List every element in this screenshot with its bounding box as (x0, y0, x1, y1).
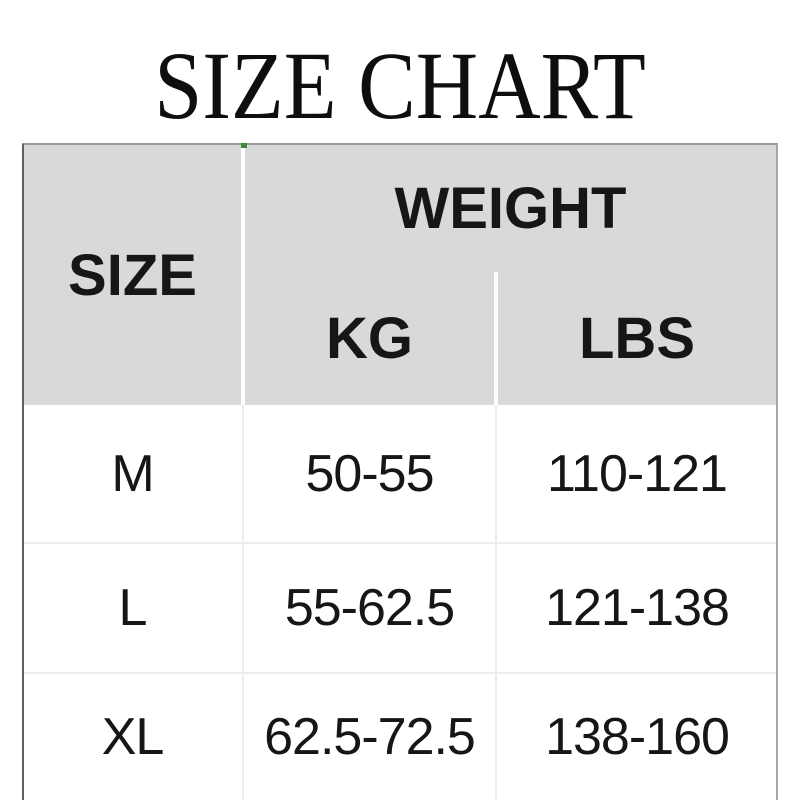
row-xl-size: XL (101, 708, 165, 766)
row-m-lbs: 110-121 (547, 444, 728, 503)
header-lbs: LBS (579, 306, 695, 371)
body-grid-vline-2 (495, 405, 497, 800)
header-size: SIZE (68, 242, 197, 308)
row-l-size: L (118, 579, 148, 637)
row-xl-kg: 62.5-72.5 (264, 708, 476, 766)
page-title: SIZE CHART (154, 32, 646, 139)
size-chart-table: SIZE WEIGHT KG LBS M 50-55 110-121 L 55-… (22, 143, 778, 800)
table-header-background (24, 145, 776, 405)
row-xl-lbs: 138-160 (545, 708, 730, 766)
body-grid-hline-1 (24, 542, 776, 544)
body-grid-vline-1 (242, 405, 244, 800)
header-weight: WEIGHT (394, 176, 627, 241)
row-l-lbs: 121-138 (545, 579, 730, 637)
size-weight-divider (241, 145, 245, 405)
row-m-kg: 50-55 (305, 444, 435, 503)
body-grid-hline-2 (24, 672, 776, 674)
kg-lbs-divider (494, 272, 498, 405)
row-l-kg: 55-62.5 (284, 579, 455, 637)
header-kg: KG (326, 306, 413, 371)
row-m-size: M (111, 444, 154, 503)
green-mark (241, 143, 247, 148)
